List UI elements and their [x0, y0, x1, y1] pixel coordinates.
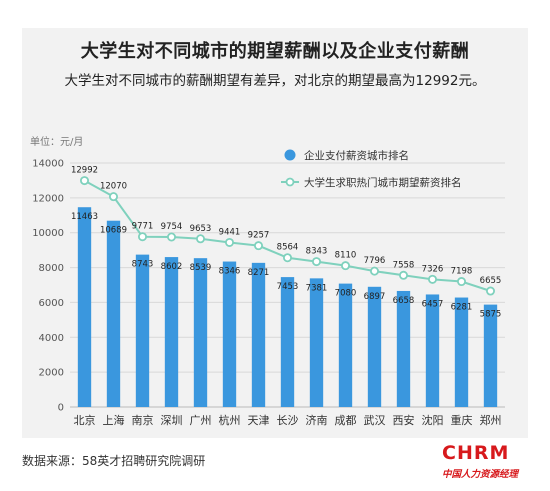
line-value-label: 7326 [422, 264, 444, 274]
x-tick-label: 北京 [74, 413, 96, 427]
bar-长沙 [280, 277, 295, 407]
line-value-label: 6655 [480, 276, 502, 286]
bar-value-label: 6658 [393, 296, 415, 306]
bar-济南 [309, 278, 324, 407]
x-tick-label: 长沙 [277, 414, 299, 427]
line-value-label: 9257 [248, 231, 270, 241]
line-value-label: 8564 [277, 243, 299, 253]
line-point-重庆 [456, 277, 466, 287]
line-point-北京 [80, 176, 90, 186]
legend-bar-label: 企业支付薪资城市排名 [304, 149, 409, 162]
bar-郑州 [483, 304, 498, 407]
y-tick-label: 2000 [39, 368, 64, 379]
unit-label: 单位：元/月 [30, 137, 84, 148]
x-tick-label: 重庆 [451, 413, 473, 427]
line-point-上海 [109, 192, 119, 202]
bar-杭州 [222, 261, 237, 407]
y-tick-label: 14000 [32, 159, 64, 170]
bar-天津 [251, 262, 266, 407]
bar-南京 [135, 254, 150, 407]
line-value-label: 7198 [451, 267, 473, 277]
bar-广州 [193, 258, 208, 407]
bar-value-label: 8346 [219, 267, 241, 277]
x-tick-label: 天津 [248, 414, 270, 427]
bar-value-label: 7080 [335, 289, 357, 299]
bar-西安 [396, 290, 411, 407]
chart-subtitle: 大学生对不同城市的薪酬期望有差异，对北京的期望最高为12992元。 [64, 73, 486, 89]
line-value-label: 12992 [71, 166, 98, 176]
line-value-label: 7558 [393, 260, 415, 270]
y-tick-label: 10000 [32, 228, 64, 239]
legend-line-marker [285, 177, 295, 187]
logo-sub-text: 中国人力资源经理 [442, 469, 519, 480]
x-tick-label: 济南 [306, 413, 328, 427]
y-tick-label: 0 [58, 403, 64, 414]
line-value-label: 8343 [306, 247, 328, 257]
bar-value-label: 7453 [277, 282, 299, 292]
x-tick-label: 杭州 [219, 413, 241, 427]
bar-value-label: 8743 [132, 260, 154, 270]
x-tick-label: 沈阳 [422, 413, 444, 427]
bar-重庆 [454, 297, 469, 407]
bar-value-label: 5875 [480, 310, 502, 320]
line-point-天津 [253, 241, 263, 251]
line-point-沈阳 [427, 274, 437, 284]
line-point-杭州 [224, 237, 234, 247]
bar-沈阳 [425, 294, 440, 407]
bar-深圳 [164, 257, 179, 407]
y-tick-label: 4000 [39, 333, 64, 344]
bar-北京 [77, 207, 92, 407]
logo-main-text: CHRM [442, 442, 510, 464]
bar-上海 [106, 220, 121, 407]
line-value-label: 12070 [100, 182, 127, 192]
chart-title: 大学生对不同城市的期望薪酬以及企业支付薪酬 [80, 41, 470, 62]
line-point-西安 [398, 270, 408, 280]
line-value-label: 9771 [132, 222, 154, 232]
line-point-武汉 [369, 266, 379, 276]
bar-value-label: 6897 [364, 292, 386, 302]
line-point-深圳 [166, 232, 176, 242]
data-source: 数据来源：58英才招聘研究院调研 [22, 454, 206, 468]
bar-value-label: 8539 [190, 263, 212, 273]
bar-武汉 [367, 286, 382, 407]
y-tick-label: 8000 [39, 263, 64, 274]
line-point-广州 [195, 234, 205, 244]
x-tick-label: 武汉 [364, 414, 386, 427]
x-tick-label: 西安 [393, 413, 415, 427]
line-point-成都 [340, 261, 350, 271]
line-value-label: 9441 [219, 227, 241, 237]
bar-value-label: 11463 [71, 212, 98, 222]
legend-line-label: 大学生求职热门城市期望薪资排名 [304, 176, 462, 189]
line-point-南京 [137, 232, 147, 242]
bar-value-label: 6281 [451, 303, 473, 313]
bar-value-label: 10689 [100, 226, 127, 236]
line-value-label: 9754 [161, 222, 183, 232]
x-tick-label: 南京 [132, 413, 154, 427]
line-value-label: 9653 [190, 224, 212, 234]
bar-value-label: 7381 [306, 283, 328, 293]
x-tick-label: 深圳 [161, 414, 183, 427]
x-tick-label: 郑州 [480, 413, 502, 427]
bar-成都 [338, 283, 353, 407]
line-value-label: 7796 [364, 256, 386, 266]
x-tick-label: 上海 [103, 413, 125, 427]
bar-value-label: 8271 [248, 268, 270, 278]
x-tick-label: 广州 [190, 414, 212, 427]
bar-value-label: 6457 [422, 299, 444, 309]
y-tick-label: 12000 [32, 193, 64, 204]
x-tick-label: 成都 [335, 414, 357, 427]
y-tick-label: 6000 [39, 298, 64, 309]
line-point-济南 [311, 257, 321, 267]
line-point-长沙 [282, 253, 292, 263]
line-point-郑州 [485, 286, 495, 296]
legend-bar-swatch [284, 149, 296, 161]
line-value-label: 8110 [335, 251, 357, 261]
bar-value-label: 8602 [161, 262, 183, 272]
chrm-logo: CHRM 中国人力资源经理 [442, 442, 542, 482]
